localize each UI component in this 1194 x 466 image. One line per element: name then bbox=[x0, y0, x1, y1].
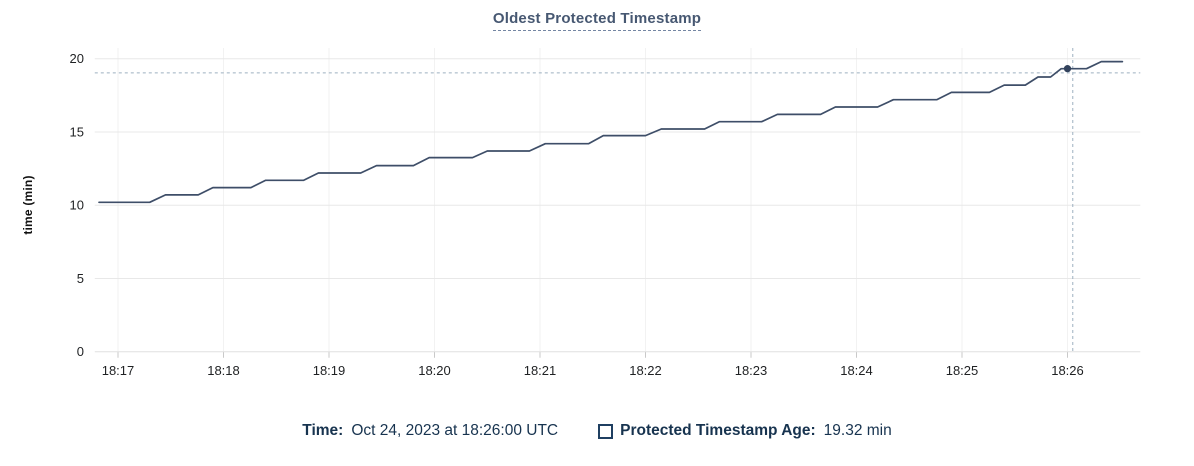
y-tick-label: 5 bbox=[77, 271, 84, 286]
series-line-protected-timestamp-age[interactable] bbox=[98, 60, 1124, 204]
series-checkbox-icon[interactable] bbox=[598, 423, 614, 439]
x-tick-label: 18:24 bbox=[840, 363, 873, 378]
tooltip-time: Time: Oct 24, 2023 at 18:26:00 UTC bbox=[302, 422, 558, 440]
x-tick-label: 18:25 bbox=[946, 363, 979, 378]
y-tick-label: 20 bbox=[70, 51, 84, 66]
legend-series-protected-timestamp-age[interactable]: Protected Timestamp Age: 19.32 min bbox=[598, 422, 892, 440]
tooltip-time-label: Time: bbox=[302, 422, 344, 439]
x-tick-label: 18:22 bbox=[629, 363, 662, 378]
x-tick-label: 18:23 bbox=[735, 363, 768, 378]
x-tick-label: 18:18 bbox=[207, 363, 240, 378]
line-chart[interactable]: 18:17 18:18 18:19 18:20 18:21 18:22 18:23 18:24… bbox=[0, 0, 1194, 405]
highlight-dot bbox=[1063, 65, 1072, 73]
chart-title[interactable]: Oldest Protected Timestamp bbox=[492, 10, 702, 31]
chart-title-row: Oldest Protected Timestamp bbox=[0, 10, 1194, 31]
x-tick-label: 18:19 bbox=[313, 363, 346, 378]
legend-series-label: Protected Timestamp Age: bbox=[620, 422, 816, 439]
x-tick-label: 18:21 bbox=[524, 363, 557, 378]
y-tick-label: 0 bbox=[77, 344, 84, 359]
x-tick-label: 18:17 bbox=[102, 363, 135, 378]
y-tick-label: 15 bbox=[70, 124, 84, 139]
chart-tooltip-legend: Time: Oct 24, 2023 at 18:26:00 UTC Prote… bbox=[0, 422, 1194, 440]
y-tick-label: 10 bbox=[70, 198, 84, 213]
tooltip-time-value: Oct 24, 2023 at 18:26:00 UTC bbox=[351, 422, 559, 439]
x-tick-label: 18:26 bbox=[1051, 363, 1084, 378]
x-tick-label: 18:20 bbox=[418, 363, 451, 378]
legend-series-value: 19.32 min bbox=[823, 422, 892, 439]
